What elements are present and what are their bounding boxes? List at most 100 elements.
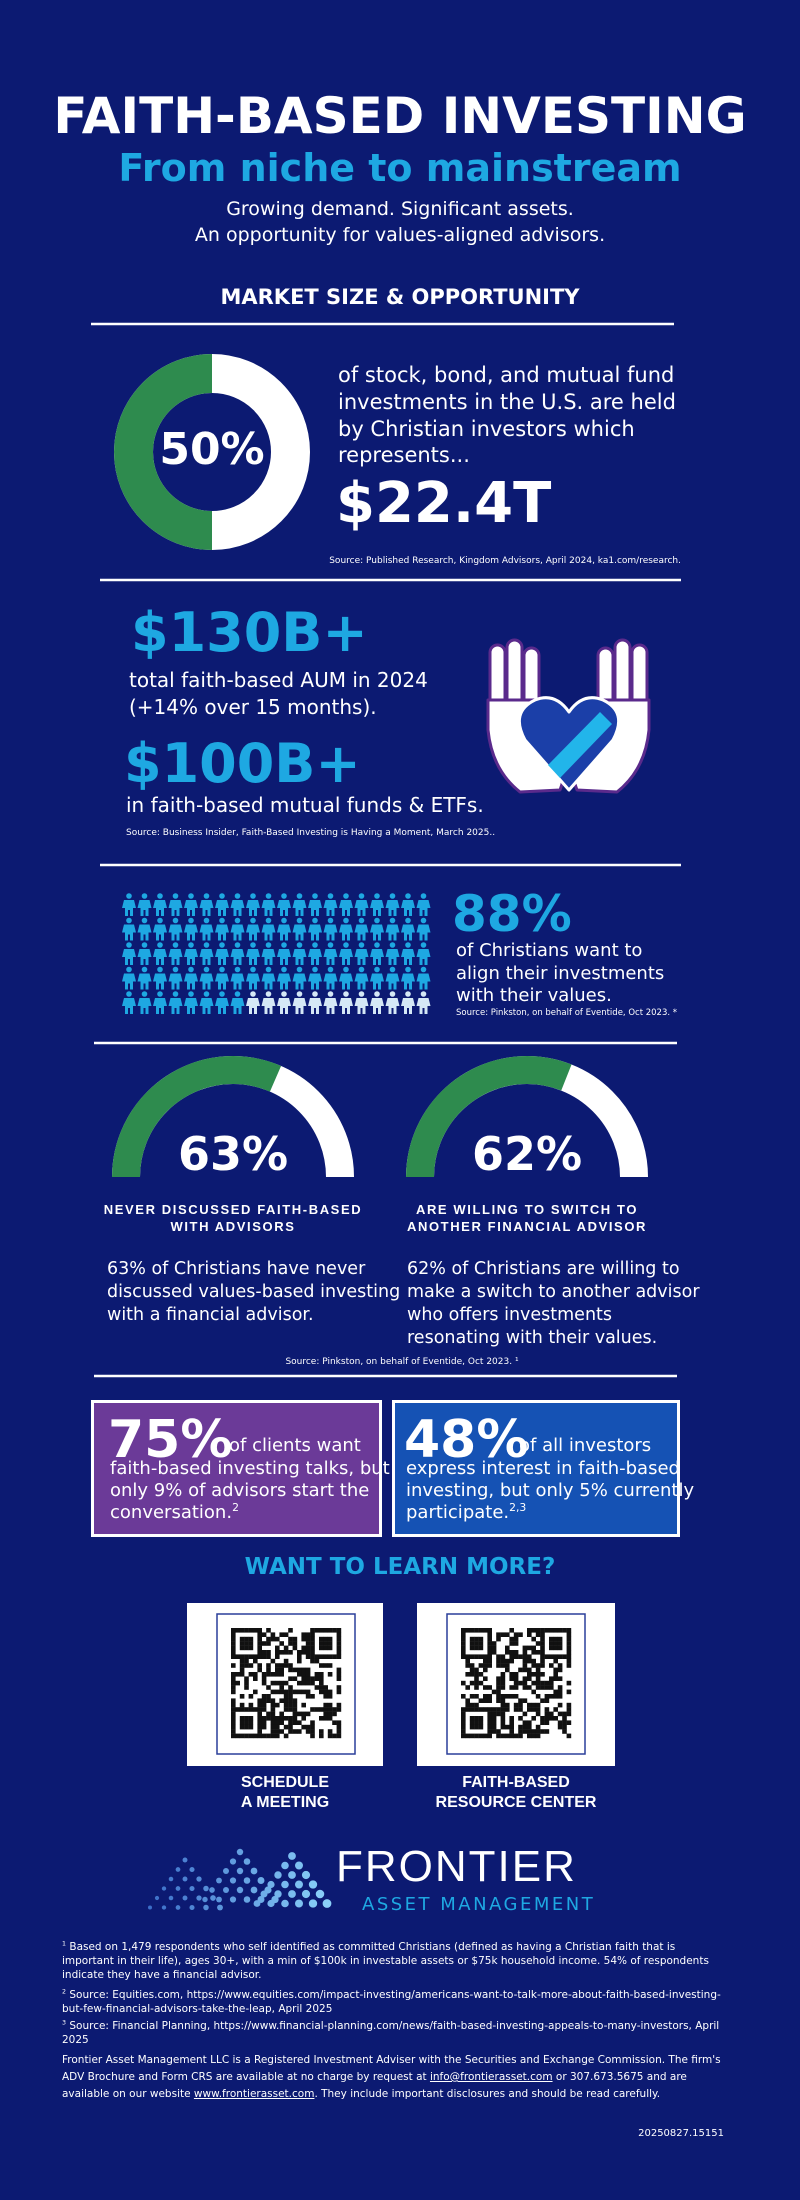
person-head: [203, 991, 210, 997]
person-body: [153, 900, 167, 916]
qr-module: [336, 1702, 342, 1708]
person-body: [230, 973, 245, 990]
qr-module: [323, 1663, 328, 1668]
qr-module: [279, 1720, 284, 1725]
qr-module: [244, 1724, 249, 1730]
logo-dot: [308, 1899, 318, 1908]
qr-module: [531, 1680, 536, 1686]
person-body: [215, 973, 229, 990]
qr-module: [239, 1667, 245, 1673]
qr-module: [319, 1685, 324, 1690]
person-body: [261, 924, 276, 941]
qr-module: [327, 1672, 333, 1677]
qr-module: [310, 1645, 315, 1651]
person-body: [416, 973, 431, 990]
qr-module: [275, 1729, 280, 1734]
logo-dot: [202, 1896, 208, 1903]
qr-module: [491, 1711, 497, 1717]
qr-module: [505, 1667, 510, 1673]
qr-module: [509, 1676, 514, 1681]
person-head: [141, 942, 148, 948]
person-body: [137, 998, 152, 1014]
shape: [91, 322, 681, 1378]
qr-module: [275, 1680, 280, 1686]
qr-module: [257, 1724, 262, 1730]
shape: [112, 354, 648, 1911]
logo-dot: [154, 1895, 160, 1901]
qr-module: [496, 1680, 501, 1686]
qr-module: [553, 1676, 558, 1681]
person-head: [250, 917, 256, 924]
qr-module: [566, 1733, 572, 1739]
person-body: [401, 900, 415, 916]
people-grid: [122, 893, 431, 1014]
person-head: [281, 966, 287, 973]
qr-module: [231, 1711, 236, 1717]
logo-dot: [243, 1877, 251, 1884]
qr-module: [305, 1724, 311, 1730]
person-body: [246, 998, 260, 1014]
person-head: [281, 991, 287, 997]
qr-module: [323, 1641, 328, 1646]
qr-module: [327, 1641, 333, 1646]
qr-card[interactable]: [187, 1603, 383, 1766]
qr-module: [544, 1680, 550, 1686]
qr-module: [283, 1694, 289, 1699]
qr-module: [549, 1711, 554, 1717]
person-head: [420, 893, 427, 899]
person-body: [199, 973, 214, 990]
qr-module: [297, 1720, 302, 1725]
qr-module: [283, 1650, 289, 1655]
qr-module: [535, 1632, 541, 1637]
qr-module: [544, 1694, 550, 1699]
qr-module: [566, 1711, 572, 1717]
qr-frame: [216, 1613, 356, 1755]
qr-module: [301, 1636, 306, 1642]
qr-module: [261, 1641, 267, 1646]
qr-module: [474, 1676, 479, 1681]
qr-module: [261, 1733, 267, 1739]
qr-module: [531, 1628, 536, 1633]
person-body: [277, 973, 291, 990]
qr-module: [500, 1694, 506, 1699]
qr-module: [292, 1667, 298, 1673]
person-body: [370, 949, 384, 965]
qr-module: [279, 1716, 284, 1721]
qr-module: [288, 1720, 293, 1725]
qr-module: [505, 1724, 510, 1730]
qr-module: [566, 1636, 572, 1642]
qr-module: [544, 1685, 550, 1690]
qr-module: [544, 1654, 550, 1659]
callout-text: of clients want: [229, 1435, 361, 1456]
qr-module: [527, 1628, 532, 1633]
email-link[interactable]: info@frontierasset.com: [429, 2071, 553, 2083]
qr-module: [327, 1702, 333, 1708]
person-head: [234, 966, 241, 973]
website-link[interactable]: www.frontierasset.com: [193, 2088, 315, 2100]
logo-dot: [168, 1876, 174, 1882]
person-head: [358, 942, 365, 948]
qr-module: [487, 1654, 492, 1659]
logo-dot: [257, 1877, 265, 1884]
qr-module: [549, 1654, 554, 1659]
qr-module: [231, 1672, 236, 1677]
qr-card[interactable]: [417, 1603, 615, 1766]
person-head: [250, 966, 256, 973]
qr-module: [500, 1716, 506, 1721]
qr-module: [527, 1645, 532, 1651]
qr-module: [336, 1628, 342, 1633]
qr-module: [283, 1680, 289, 1686]
qr-module: [522, 1676, 528, 1681]
qr-module: [553, 1654, 558, 1659]
qr-module: [231, 1641, 236, 1646]
qr-module: [474, 1720, 479, 1725]
source: Source: Published Research, Kingdom Advi…: [329, 556, 681, 566]
qr-module: [487, 1716, 492, 1721]
qr-module: [323, 1628, 328, 1633]
logo-dot: [175, 1886, 181, 1891]
qr-module: [527, 1702, 532, 1708]
qr-module: [266, 1672, 271, 1677]
person-body: [292, 998, 307, 1014]
qr-module: [266, 1733, 271, 1739]
qr-module: [535, 1676, 541, 1681]
